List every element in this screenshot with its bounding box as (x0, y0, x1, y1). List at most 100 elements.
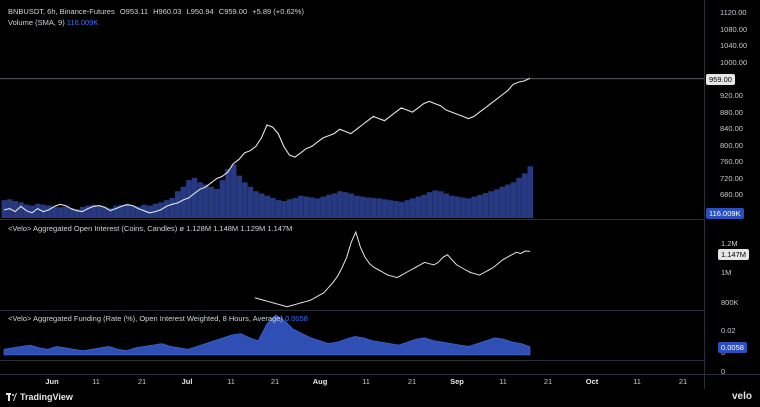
price-tick-label: 720.00 (720, 174, 743, 183)
funding-title[interactable]: <Velo> Aggregated Funding (Rate (%), Ope… (8, 314, 283, 323)
volume-bar (398, 201, 405, 218)
volume-bar (477, 194, 483, 218)
price-tick-label: 680.00 (720, 190, 743, 199)
oi-values: 1.128M 1.148M 1.129M 1.147M (186, 224, 293, 233)
volume-bar (320, 196, 326, 218)
volume-bar (57, 207, 63, 218)
volume-bar (102, 207, 108, 218)
volume-bar (510, 182, 517, 218)
volume-bar (337, 191, 343, 218)
velo-logo[interactable]: velo (731, 391, 752, 402)
time-tick-label: 11 (362, 377, 370, 386)
volume-bar (180, 186, 187, 218)
volume-bar (91, 204, 97, 218)
price-tick-label: 1000.00 (720, 58, 748, 67)
volume-bar (348, 193, 354, 218)
footer: TradingView velo (0, 389, 760, 407)
volume-bar (275, 200, 282, 218)
volume-bar (342, 192, 349, 218)
time-tick-label: 11 (227, 377, 235, 386)
volume-bar (471, 196, 478, 218)
price-tag: 959.00 (706, 74, 735, 85)
price-tick-label: 920.00 (720, 91, 743, 100)
volume-bar (130, 205, 136, 218)
volume-bar (253, 191, 259, 218)
oi-tick-label: 1M (721, 268, 732, 277)
volume-bar (208, 186, 215, 218)
time-tick-label: 21 (137, 377, 147, 386)
volume-bar (247, 186, 254, 218)
volume-bar (1, 200, 7, 218)
volume-bar (202, 184, 209, 218)
volume-bar (432, 190, 438, 218)
volume-bar (421, 194, 427, 218)
time-tick-label: 11 (633, 377, 641, 386)
volume-bar (415, 196, 422, 218)
volume-bar (488, 191, 494, 218)
volume-bar (387, 200, 394, 218)
volume-bar (230, 164, 237, 218)
oi-title[interactable]: <Velo> Aggregated Open Interest (Coins, … (8, 224, 178, 233)
volume-bar (124, 203, 131, 218)
tradingview-logo[interactable]: TradingView (6, 392, 73, 402)
volume-bar (454, 196, 461, 218)
time-tick-label: 11 (499, 377, 507, 386)
low-value: L950.94 (186, 7, 214, 16)
volume-bar (437, 191, 444, 218)
volume-legend: Volume (SMA, 9) 116.009K (8, 18, 98, 27)
volume-label[interactable]: Volume (SMA, 9) (8, 18, 65, 27)
volume-bar (18, 202, 24, 218)
time-tick-label: 21 (543, 377, 553, 386)
funding-area (3, 314, 531, 356)
volume-bar (460, 197, 466, 218)
volume-bar (264, 195, 270, 218)
volume-bar (499, 186, 506, 218)
volume-bar (505, 184, 511, 218)
time-tick-label: 21 (678, 377, 688, 386)
volume-bar (197, 182, 203, 218)
oi-tick-label: 1.2M (721, 239, 738, 248)
tradingview-icon (6, 393, 17, 401)
price-tick-label: 760.00 (720, 157, 743, 166)
volume-bar (365, 197, 371, 218)
volume-bar (107, 208, 114, 218)
volume-bar (286, 199, 293, 218)
volume-bar (119, 204, 125, 218)
volume-bar (214, 189, 220, 218)
volume-bar (29, 205, 35, 218)
volume-bar (152, 203, 159, 218)
symbol-label[interactable]: BNBUSDT, 6h, Binance-Futures (8, 7, 115, 16)
volume-bar (74, 209, 80, 218)
price-line (3, 77, 531, 214)
volume-bar (63, 206, 69, 218)
volume-bar (163, 200, 170, 218)
volume-tag: 116.009K (706, 208, 744, 219)
volume-bar (303, 196, 310, 218)
pane2-legend: <Velo> Aggregated Open Interest (Coins, … (8, 224, 292, 233)
volume-bar (146, 205, 153, 218)
high-value: H960.03 (153, 7, 182, 16)
oi-glyph: ø (179, 224, 184, 233)
open-interest-line (254, 230, 531, 308)
funding-tag: 0.0058 (718, 342, 747, 353)
volume-bar (382, 199, 388, 218)
volume-bar (96, 206, 103, 218)
price-tick-label: 1040.00 (720, 41, 748, 50)
volume-bar (314, 198, 321, 218)
volume-bar (449, 195, 455, 218)
volume-bar (281, 201, 287, 218)
volume-bar (85, 205, 91, 218)
volume-bar (426, 192, 433, 218)
tradingview-brand: TradingView (20, 392, 73, 402)
volume-bar (309, 197, 315, 218)
volume-value: 116.009K (66, 18, 99, 27)
funding-value: 0.0058 (284, 314, 308, 323)
funding-tick-label: 0 (721, 367, 726, 376)
volume-bar (174, 191, 181, 218)
volume-bar (35, 203, 41, 218)
volume-bar (225, 168, 231, 218)
volume-bar (404, 200, 410, 218)
volume-bar (354, 195, 360, 218)
time-tick-label: Aug (312, 377, 328, 386)
